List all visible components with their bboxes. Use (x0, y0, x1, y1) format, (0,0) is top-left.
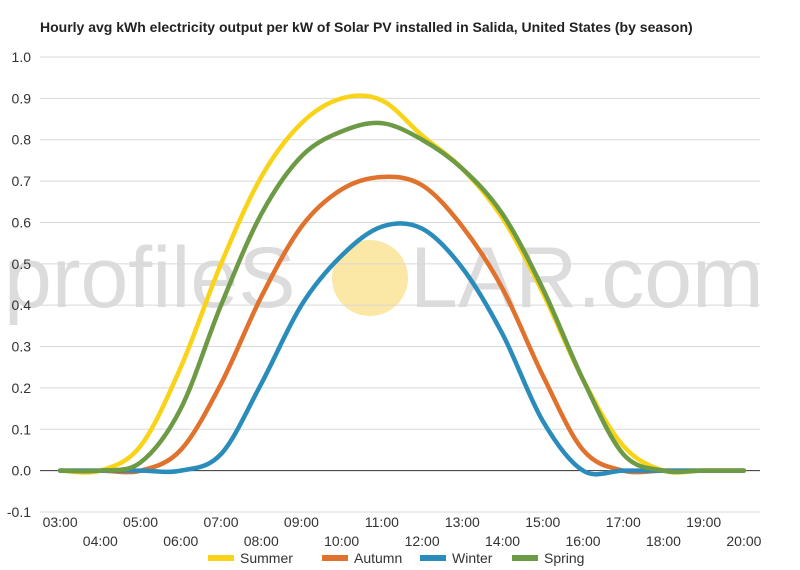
x-tick-label: 15:00 (525, 514, 560, 530)
series-line-summer (57, 93, 747, 475)
series-line-spring (57, 120, 747, 475)
x-tick-label: 08:00 (244, 533, 279, 549)
legend-swatch-winter (420, 555, 446, 561)
chart-title: Hourly avg kWh electricity output per kW… (40, 19, 693, 35)
x-tick-label: 14:00 (485, 533, 520, 549)
y-tick-label: 1.0 (12, 49, 32, 65)
x-tick-label: 19:00 (686, 514, 721, 530)
y-tick-label: 0.3 (12, 339, 32, 355)
legend-swatch-summer (208, 555, 234, 561)
y-tick-label: 0.4 (12, 297, 32, 313)
y-tick-label: -0.1 (7, 504, 31, 520)
y-tick-label: 0.9 (12, 90, 32, 106)
legend-label-autumn: Autumn (354, 550, 402, 566)
x-tick-label: 10:00 (324, 533, 359, 549)
x-tick-label: 04:00 (83, 533, 118, 549)
x-tick-label: 18:00 (646, 533, 681, 549)
series-lines (57, 93, 747, 477)
watermark: profileS LAR.com (4, 230, 764, 326)
y-tick-label: 0.0 (12, 463, 32, 479)
y-tick-label: 0.5 (12, 256, 32, 272)
x-tick-label: 12:00 (405, 533, 440, 549)
legend-swatch-autumn (322, 555, 348, 561)
x-tick-label: 05:00 (123, 514, 158, 530)
y-tick-label: 0.8 (12, 132, 32, 148)
legend: Summer Autumn Winter Spring (208, 550, 584, 566)
x-tick-label: 03:00 (43, 514, 78, 530)
watermark-text-right: LAR.com (410, 230, 764, 326)
x-tick-label: 16:00 (565, 533, 600, 549)
y-tick-label: 0.6 (12, 214, 32, 230)
legend-swatch-spring (512, 555, 538, 561)
y-tick-label: 0.7 (12, 173, 32, 189)
x-tick-label: 20:00 (726, 533, 761, 549)
x-tick-label: 09:00 (284, 514, 319, 530)
y-tick-label: 0.2 (12, 380, 32, 396)
legend-label-spring: Spring (544, 550, 584, 566)
watermark-sun-icon (332, 240, 408, 316)
x-tick-label: 06:00 (163, 533, 198, 549)
series-line-winter (57, 221, 747, 477)
x-tick-label: 07:00 (203, 514, 238, 530)
x-tick-label: 11:00 (365, 514, 399, 530)
y-tick-labels: -0.1 0.0 0.1 0.2 0.3 0.4 0.5 0.6 0.7 0.8 0.9 1.0 (7, 49, 31, 520)
legend-label-winter: Winter (452, 550, 493, 566)
legend-label-summer: Summer (240, 550, 293, 566)
x-tick-labels: 03:00 05:00 07:00 09:00 11:00 13:00 15:00 17:00… (43, 514, 762, 549)
x-tick-label: 17:00 (606, 514, 641, 530)
x-tick-label: 13:00 (445, 514, 480, 530)
y-tick-label: 0.1 (12, 421, 32, 437)
